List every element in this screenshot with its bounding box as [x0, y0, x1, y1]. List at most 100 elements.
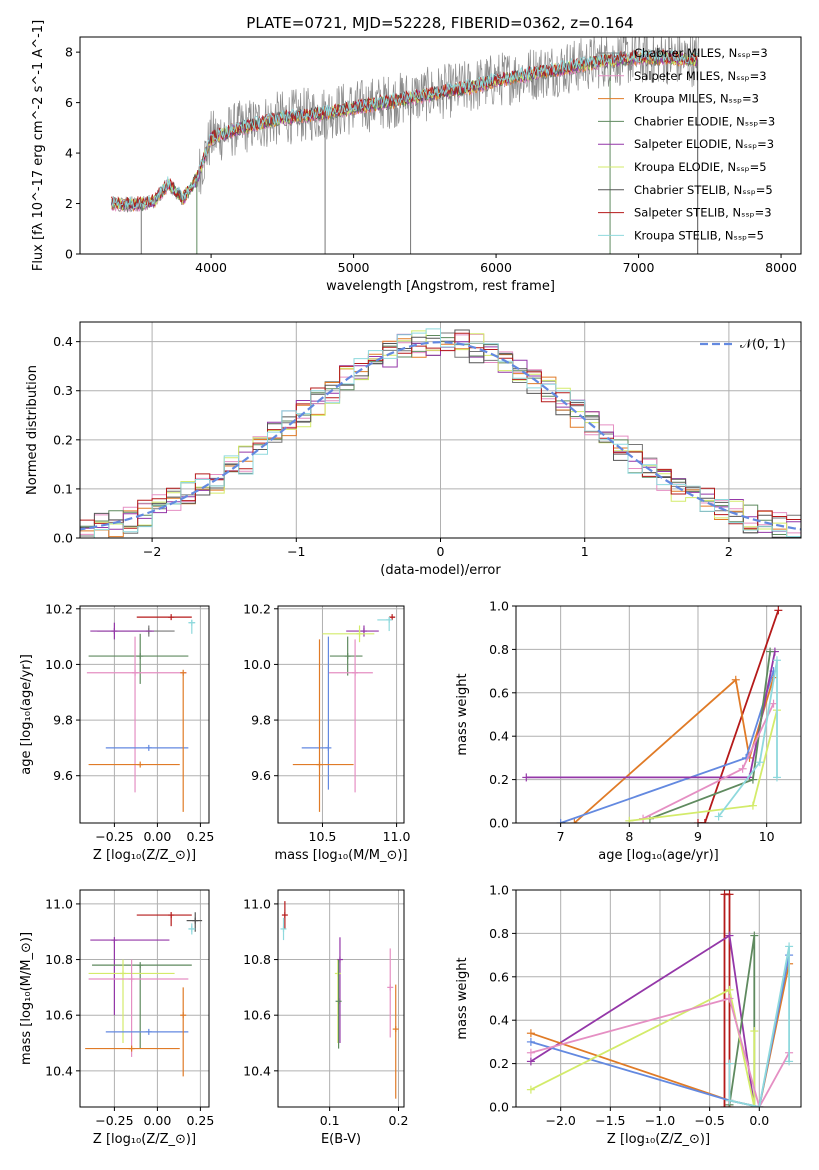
x-tick-label: −0.25: [95, 829, 133, 844]
weight-series: [526, 931, 759, 1107]
x-axis-label: E(B-V): [321, 1132, 361, 1147]
plot-area: [86, 614, 196, 812]
y-tick-label: 10.6: [243, 1008, 271, 1023]
gaussian-curve: [80, 341, 801, 531]
errorbar-point: [188, 619, 196, 634]
series-line: [649, 651, 771, 820]
errorbar-point: [85, 1045, 180, 1052]
errorbar-point: [88, 959, 189, 1057]
x-axis-label: mass [log₁₀(M/M_⊙)]: [274, 848, 407, 863]
weight-series: [556, 667, 778, 823]
axes-frame: [515, 889, 802, 1108]
errorbar-point: [86, 636, 187, 793]
x-tick-label: 0.1: [320, 1113, 340, 1128]
grid-lines: [278, 890, 404, 1107]
y-tick-label: 9.6: [251, 768, 271, 783]
x-axis-label: Z [log₁₀(Z/Z_⊙)]: [93, 848, 196, 863]
errorbar-point: [90, 937, 170, 1016]
y-tick-label: 2: [65, 196, 73, 211]
x-tick-label: 8: [625, 829, 633, 844]
errorbar-point: [105, 744, 189, 751]
y-axis-label: Flux [fλ 10^-17 erg cm^-2 s^-1 A^-1]: [31, 20, 46, 271]
y-axis-label: mass [log₁₀(M/M_⊙)]: [19, 932, 34, 1065]
plot-area: [280, 901, 399, 1099]
legend-entry: 𝒩(0, 1): [740, 336, 786, 351]
y-tick-label: 10.6: [45, 1008, 73, 1023]
y-tick-label: 9.6: [53, 768, 73, 783]
series-line: [530, 997, 790, 1107]
y-tick-label: 0.6: [489, 969, 509, 984]
x-tick-label: 4000: [195, 260, 227, 275]
panel-spectrum: 4000 5000 6000 7000 8000 0 2 4 6 8 wavelength [Ang…: [31, 20, 802, 294]
y-tick-label: 0.6: [489, 685, 509, 700]
y-tick-label: 0.4: [489, 729, 509, 744]
errorbar-point: [105, 1028, 189, 1035]
y-tick-label: 0.0: [489, 816, 509, 831]
legend-entry: Kroupa ELODIE, Nₛₛₚ=5: [634, 160, 767, 174]
errorbar-point: [136, 614, 192, 621]
errorbar-point: [392, 984, 399, 1099]
x-tick-label: 5000: [338, 260, 370, 275]
errorbar-point: [88, 761, 180, 768]
x-tick-label: −0.5: [694, 1113, 724, 1128]
y-tick-label: 0.1: [53, 481, 73, 496]
errorbar-point: [322, 625, 375, 643]
legend: Chabrier MILES, Nₛₛₚ=3 Salpeter MILES, Nₛ…: [598, 46, 775, 242]
y-tick-label: 10.2: [45, 601, 73, 616]
panel-age-vs-Z: −0.25 0.00 0.25 9.6 9.8 10.0 10.2 Z [log₁₀(Z/Z_…: [19, 601, 214, 863]
errorbar-point: [280, 917, 287, 941]
panel-mass-vs-EBV: 0.1 0.2 10.4 10.6 10.8 11.0 E(B-V): [243, 889, 408, 1147]
weight-series: [693, 606, 783, 823]
x-tick-label: 10.5: [309, 829, 337, 844]
x-tick-label: 9: [694, 829, 702, 844]
y-tick-label: 4: [65, 146, 73, 161]
y-tick-label: 0.8: [489, 926, 509, 941]
y-tick-label: 10.0: [243, 657, 271, 672]
weight-series: [725, 942, 794, 1107]
y-tick-label: 0.4: [53, 334, 73, 349]
grid-lines: [516, 889, 801, 1108]
legend-entry: Chabrier MILES, Nₛₛₚ=3: [634, 46, 768, 60]
plot-area: [522, 606, 783, 823]
y-tick-label: 0.4: [489, 1013, 509, 1028]
axes-frame: [79, 889, 210, 1108]
x-axis-label: Z [log₁₀(Z/Z_⊙)]: [93, 1132, 196, 1147]
y-tick-label: 0.8: [489, 642, 509, 657]
x-tick-label: 7: [557, 829, 565, 844]
y-tick-label: 9.8: [251, 713, 271, 728]
legend-entry: Salpeter ELODIE, Nₛₛₚ=3: [634, 137, 774, 151]
x-tick-label: 0.00: [143, 829, 171, 844]
y-tick-label: 10.2: [243, 601, 271, 616]
errorbar-point: [329, 636, 363, 676]
residual-histogram: [80, 328, 801, 538]
x-axis-label: wavelength [Angstrom, rest frame]: [326, 279, 555, 294]
legend-entry: Chabrier ELODIE, Nₛₛₚ=3: [634, 114, 775, 128]
x-tick-label: 1: [581, 544, 589, 559]
axes-frame: [277, 605, 405, 824]
errorbar-point: [389, 614, 396, 621]
x-axis-label: (data-model)/error: [380, 563, 501, 578]
errorbar-point: [88, 633, 189, 684]
grid-lines: [516, 605, 801, 824]
series-line: [530, 934, 756, 1107]
errorbar-point: [292, 639, 354, 812]
grid-lines: [80, 606, 209, 823]
y-axis-label: age [log₁₀(age/yr)]: [19, 654, 34, 775]
legend-entry: Kroupa STELIB, Nₛₛₚ=5: [634, 228, 764, 242]
panel-residuals: −2 −1 0 1 2 0.0 0.1 0.2 0.3 0.4 (data-model)/error…: [25, 321, 802, 578]
errorbar-point: [281, 901, 288, 929]
y-tick-label: 0.0: [53, 531, 73, 546]
axes-frame: [277, 889, 405, 1108]
plot-area: [80, 328, 801, 538]
y-tick-label: 1.0: [489, 599, 509, 614]
y-tick-label: 1.0: [489, 883, 509, 898]
x-axis-label: age [log₁₀(age/yr)]: [598, 848, 719, 863]
errorbar-point: [328, 639, 373, 793]
x-tick-label: −1: [287, 544, 305, 559]
y-tick-label: 0.3: [53, 383, 73, 398]
x-tick-label: −0.25: [95, 1113, 133, 1128]
series-line: [573, 677, 775, 823]
series-line: [728, 946, 790, 1107]
